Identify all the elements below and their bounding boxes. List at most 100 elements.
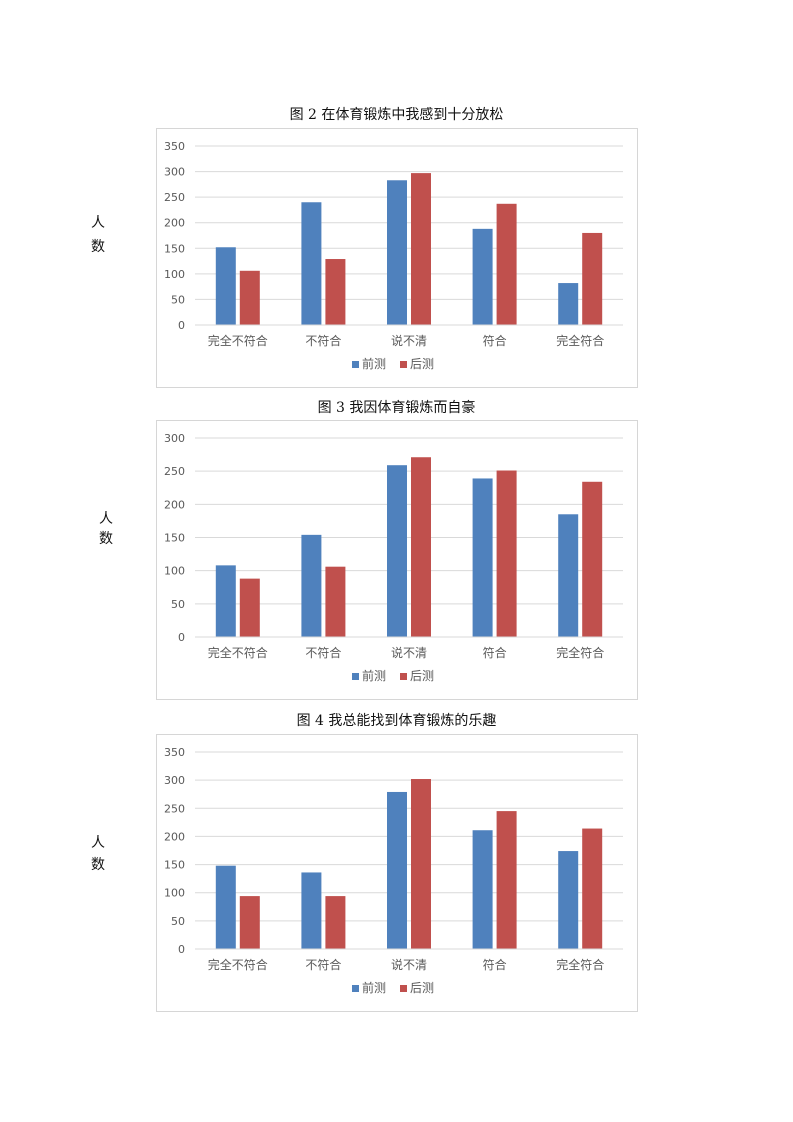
chart-panel: 0 50 100 150 200 250 300 350 完全不符合 不符合 说不清 符合 完全符合前测… bbox=[156, 734, 638, 1012]
x-tick-label: 完全不符合 bbox=[208, 957, 268, 972]
x-tick-label: 完全符合 bbox=[556, 957, 604, 972]
x-tick-label: 符合 bbox=[483, 333, 507, 348]
bar-post bbox=[496, 470, 517, 637]
y-tick-label: 300 bbox=[164, 432, 185, 445]
legend-swatch-pre bbox=[352, 361, 359, 368]
bar-post bbox=[239, 270, 260, 325]
legend-item: 后测 bbox=[400, 669, 434, 683]
y-tick-label: 100 bbox=[164, 565, 185, 578]
x-tick-label: 不符合 bbox=[305, 333, 341, 348]
bar-pre bbox=[215, 565, 236, 637]
bar-post bbox=[239, 578, 260, 637]
legend-label: 前测 bbox=[362, 668, 386, 683]
bar-post bbox=[325, 259, 346, 325]
bar-post bbox=[411, 779, 431, 949]
legend-swatch-post bbox=[400, 985, 407, 992]
bar-pre bbox=[301, 202, 322, 325]
y-tick-label: 100 bbox=[164, 268, 185, 281]
bar-chart: 0 50 100 150 200 250 300 350 完全不符合 不符合 说不清 符合 完全符合前测… bbox=[164, 746, 623, 995]
legend-item: 后测 bbox=[400, 981, 434, 995]
bar-post bbox=[239, 896, 260, 949]
x-tick-label: 完全符合 bbox=[556, 333, 604, 348]
y-tick-label: 300 bbox=[164, 774, 185, 787]
x-tick-label: 不符合 bbox=[305, 957, 341, 972]
bar-pre bbox=[472, 228, 493, 325]
y-tick-label: 200 bbox=[164, 217, 185, 230]
bar-post bbox=[411, 457, 431, 637]
legend-swatch-post bbox=[400, 361, 407, 368]
x-tick-label: 完全符合 bbox=[556, 645, 604, 660]
legend-swatch-post bbox=[400, 673, 407, 680]
bar-pre bbox=[558, 851, 579, 949]
bar-pre bbox=[558, 514, 579, 637]
chart-title: 图 3 我因体育锻炼而自豪 bbox=[317, 400, 476, 416]
legend-item: 后测 bbox=[400, 357, 434, 371]
x-tick-label: 说不清 bbox=[391, 645, 427, 660]
y-tick-label: 50 bbox=[171, 293, 185, 306]
x-tick-label: 说不清 bbox=[391, 333, 427, 348]
bar-pre bbox=[472, 830, 493, 949]
bar-post bbox=[496, 203, 517, 325]
chart-title: 图 4 我总能找到体育锻炼的乐趣 bbox=[296, 713, 497, 729]
bar-pre bbox=[301, 872, 322, 949]
bar-post bbox=[582, 232, 603, 325]
bar-pre bbox=[301, 534, 322, 637]
bar-post bbox=[325, 896, 346, 949]
y-axis-label-char: 人 bbox=[91, 215, 105, 231]
bar-post bbox=[582, 481, 603, 637]
bar-pre bbox=[387, 180, 407, 325]
x-tick-label: 完全不符合 bbox=[208, 645, 268, 660]
y-tick-label: 50 bbox=[171, 598, 185, 611]
y-tick-label: 350 bbox=[164, 140, 185, 153]
bar-chart: 0 50 100 150 200 250 300 350 完全不符合 不符合 说不清 符合 完全符合前测… bbox=[164, 140, 623, 371]
x-tick-label: 说不清 bbox=[391, 957, 427, 972]
y-axis-label-char: 数 bbox=[99, 531, 113, 547]
x-tick-label: 符合 bbox=[483, 645, 507, 660]
bar-post bbox=[411, 173, 431, 325]
bar-pre bbox=[215, 865, 236, 949]
legend-item: 前测 bbox=[352, 668, 386, 683]
y-tick-label: 0 bbox=[178, 631, 185, 644]
legend-label: 前测 bbox=[362, 356, 386, 371]
legend-swatch-pre bbox=[352, 985, 359, 992]
legend-item: 前测 bbox=[352, 356, 386, 371]
bar-post bbox=[582, 828, 603, 949]
legend-label: 后测 bbox=[410, 669, 434, 683]
bar-post bbox=[325, 566, 346, 637]
y-tick-label: 250 bbox=[164, 191, 185, 204]
chart-title: 图 2 在体育锻炼中我感到十分放松 bbox=[289, 107, 504, 123]
y-tick-label: 0 bbox=[178, 319, 185, 332]
legend-swatch-pre bbox=[352, 673, 359, 680]
legend-item: 前测 bbox=[352, 980, 386, 995]
chart-panel: 0 50 100 150 200 250 300 完全不符合 不符合 说不清 符合 完全符合 前测 后测 bbox=[156, 420, 638, 700]
legend-label: 前测 bbox=[362, 980, 386, 995]
bar-pre bbox=[215, 247, 236, 325]
y-axis-label-char: 数 bbox=[91, 239, 105, 255]
bar-post bbox=[496, 811, 517, 949]
y-tick-label: 150 bbox=[164, 859, 185, 872]
y-tick-label: 200 bbox=[164, 830, 185, 843]
y-tick-label: 250 bbox=[164, 802, 185, 815]
y-tick-label: 300 bbox=[164, 166, 185, 179]
y-axis-label-char: 数 bbox=[91, 857, 105, 873]
x-tick-label: 不符合 bbox=[305, 645, 341, 660]
y-tick-label: 200 bbox=[164, 498, 185, 511]
y-tick-label: 150 bbox=[164, 532, 185, 545]
legend-label: 后测 bbox=[410, 357, 434, 371]
y-axis-label-char: 人 bbox=[91, 835, 105, 851]
x-tick-label: 符合 bbox=[483, 957, 507, 972]
y-tick-label: 50 bbox=[171, 915, 185, 928]
y-tick-label: 0 bbox=[178, 943, 185, 956]
x-tick-label: 完全不符合 bbox=[208, 333, 268, 348]
bar-pre bbox=[472, 478, 493, 637]
legend-label: 后测 bbox=[410, 981, 434, 995]
bar-pre bbox=[387, 791, 407, 949]
chart-panel: 0 50 100 150 200 250 300 350 完全不符合 不符合 说不清 符合 完全符合前测… bbox=[156, 128, 638, 388]
y-axis-label-char: 人 bbox=[99, 511, 113, 527]
bar-pre bbox=[387, 465, 407, 637]
y-tick-label: 350 bbox=[164, 746, 185, 759]
bar-pre bbox=[558, 283, 579, 325]
y-tick-label: 150 bbox=[164, 242, 185, 255]
y-tick-label: 100 bbox=[164, 887, 185, 900]
